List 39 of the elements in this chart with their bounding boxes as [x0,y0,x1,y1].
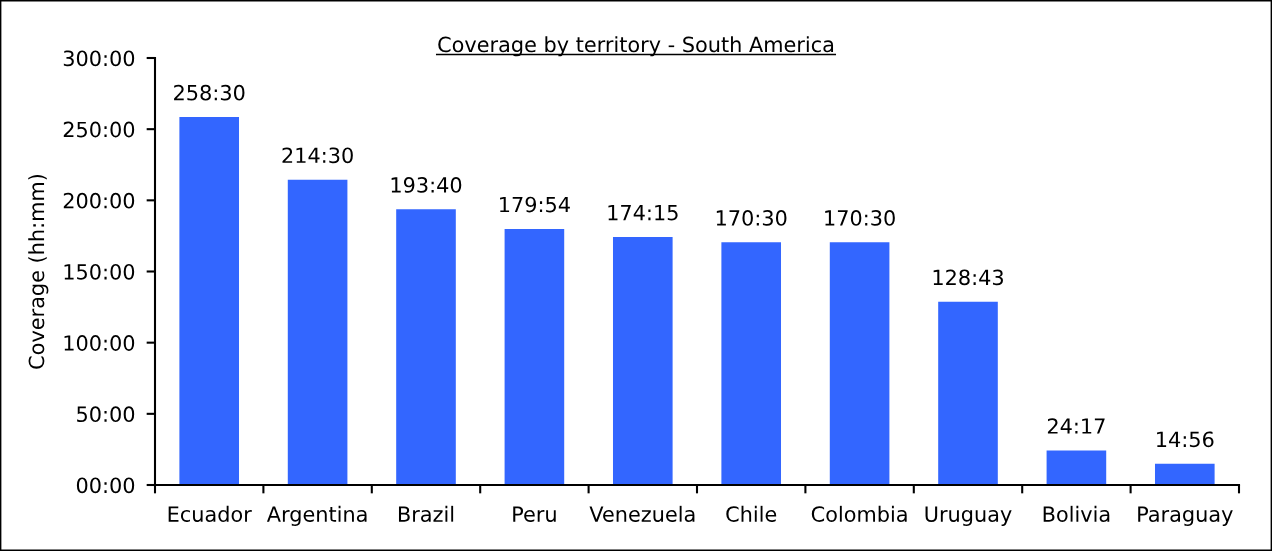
y-tick-label: 00:00 [76,477,135,494]
y-tick-label: 200:00 [63,192,135,209]
bar [829,242,890,485]
y-tick-label: 250:00 [63,121,135,138]
data-label: 14:56 [1157,431,1214,448]
bar [612,236,673,485]
y-tick-label: 300:00 [63,50,135,67]
data-label: 193:40 [391,177,462,193]
data-label: 174:15 [608,204,678,221]
data-label: 24:17 [1047,418,1105,434]
data-label: 258:30 [174,84,245,101]
x-tick-label: Brazil [398,505,454,522]
bar [179,117,240,485]
chart-title: Coverage by territory - South America [438,36,834,57]
bar [1154,463,1215,485]
x-tick-label: Uruguay [925,506,1012,526]
data-label: 170:30 [825,210,895,226]
bar [1046,450,1107,485]
x-tick-label: Colombia [811,505,907,522]
x-tick-label: Paraguay [1138,506,1233,526]
y-axis-title: Coverage (hh:mm) [28,174,49,369]
data-label: 128:43 [933,269,1003,286]
y-tick-label: 50:00 [77,406,135,423]
y-tick-label: 100:00 [64,335,135,351]
bar [396,209,456,485]
bar [721,242,782,485]
data-label: 179:54 [500,196,570,213]
x-tick-label: Peru [513,506,556,522]
bar [287,179,348,485]
x-tick-label: Argentina [266,505,367,526]
bar [938,301,998,485]
x-tick-label: Venezuela [589,505,695,522]
x-tick-label: Ecuador [168,505,252,522]
x-tick-label: Chile [726,505,777,522]
x-tick-label: Bolivia [1043,505,1110,522]
y-tick-label: 150:00 [64,263,135,280]
bar [504,228,565,485]
data-label: 214:30 [282,147,353,164]
data-label: 170:30 [716,210,787,226]
